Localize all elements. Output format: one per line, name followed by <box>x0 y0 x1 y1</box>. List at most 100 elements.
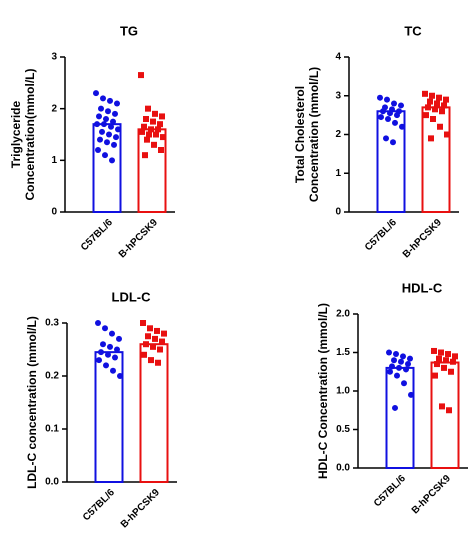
x-tick-label: B-hPCSK9 <box>117 217 160 260</box>
data-point <box>96 113 102 120</box>
y-axis-label: Triglyceride <box>9 100 23 168</box>
data-point <box>438 349 444 356</box>
data-point <box>95 147 101 153</box>
data-point <box>139 128 145 135</box>
data-point <box>103 362 109 369</box>
data-point <box>104 139 110 146</box>
data-point <box>159 338 165 345</box>
data-point <box>160 134 166 141</box>
data-point <box>407 355 413 362</box>
data-point <box>450 358 456 365</box>
data-point <box>150 118 156 125</box>
data-point <box>107 97 113 104</box>
y-tick-label: 2 <box>51 103 57 114</box>
data-point <box>434 361 440 368</box>
y-axis-label: LDL-C concentration (mmol/L) <box>25 316 39 489</box>
data-point <box>390 139 396 146</box>
data-point <box>429 92 435 99</box>
data-point <box>448 368 454 375</box>
data-point <box>393 351 399 358</box>
data-point <box>432 372 438 379</box>
y-tick-label: 0 <box>51 207 57 218</box>
data-point <box>399 123 405 130</box>
data-point <box>155 126 161 133</box>
data-point <box>154 327 160 334</box>
data-point <box>141 123 147 130</box>
y-tick-label: 2.0 <box>336 309 350 320</box>
x-tick-label: B-hPCSK9 <box>401 217 444 260</box>
y-axis-label: Concentration (mmol/L) <box>307 67 321 202</box>
x-tick-label: B-hPCSK9 <box>119 487 162 530</box>
data-point <box>437 123 443 130</box>
data-point <box>110 118 116 125</box>
data-point <box>100 341 106 348</box>
data-point <box>431 347 437 354</box>
data-point <box>384 96 390 103</box>
data-point <box>153 131 159 138</box>
data-point <box>398 358 404 365</box>
data-point <box>145 105 151 112</box>
data-point <box>102 152 108 159</box>
chart-title: TC <box>404 23 422 38</box>
data-point <box>427 98 433 105</box>
data-point <box>408 391 414 398</box>
y-tick-label: 3 <box>51 52 57 63</box>
data-point <box>95 320 101 326</box>
data-point <box>117 373 123 379</box>
data-point <box>151 141 157 148</box>
bar <box>94 351 124 483</box>
data-point <box>94 121 100 128</box>
y-tick-label: 0.2 <box>45 371 59 382</box>
data-point <box>394 112 400 119</box>
chart-title: LDL-C <box>112 289 152 304</box>
data-point <box>428 135 434 142</box>
data-point <box>112 354 118 361</box>
data-point <box>141 351 147 358</box>
data-point <box>147 325 153 332</box>
data-point <box>430 116 436 122</box>
data-point <box>158 147 164 153</box>
y-tick-label: 1.5 <box>336 347 350 358</box>
data-point <box>439 108 445 115</box>
x-tick-label: C57BL/6 <box>372 473 408 509</box>
data-point <box>452 353 458 360</box>
data-point <box>159 113 165 120</box>
y-tick-label: 0.5 <box>336 424 350 435</box>
data-point <box>405 361 411 368</box>
data-point <box>391 357 397 364</box>
bar <box>385 366 415 469</box>
y-tick-label: 0.1 <box>45 424 59 435</box>
data-point <box>400 353 406 360</box>
data-point <box>157 346 163 353</box>
data-point <box>394 372 400 379</box>
y-tick-label: 1 <box>335 168 341 179</box>
data-point <box>161 330 167 337</box>
data-point <box>111 141 117 148</box>
data-point <box>439 403 445 410</box>
data-point <box>105 108 111 115</box>
chart-title: HDL-C <box>402 280 443 295</box>
panel: 0.0 0.1 0.2 0.3 LDL-C LDL-C concentration (mm… <box>25 289 177 530</box>
y-tick-label: 1 <box>51 155 57 166</box>
data-point <box>148 126 154 133</box>
y-axis-label: HDL-C Concentration (mmol/L) <box>316 303 330 479</box>
panel: 0 1 2 3 4 TC Total Cholesterol Concentration (m… <box>293 23 459 260</box>
data-point <box>97 136 103 143</box>
data-point <box>383 135 389 142</box>
data-point <box>108 123 114 130</box>
y-tick-label: 1.0 <box>336 386 350 397</box>
data-point <box>157 121 163 128</box>
data-point <box>403 366 409 373</box>
data-point <box>398 102 404 109</box>
y-tick-label: 3 <box>335 90 341 101</box>
data-point <box>423 112 429 119</box>
panel: 0 1 2 3 TG Triglyceride Concentration(mmol/L) C… <box>9 23 175 260</box>
data-point <box>115 126 121 133</box>
data-point <box>436 355 442 362</box>
data-point <box>386 349 392 356</box>
bar <box>139 343 169 484</box>
y-tick-label: 2 <box>335 129 341 140</box>
data-point <box>378 114 384 121</box>
data-point <box>145 333 151 340</box>
data-point <box>152 335 158 342</box>
